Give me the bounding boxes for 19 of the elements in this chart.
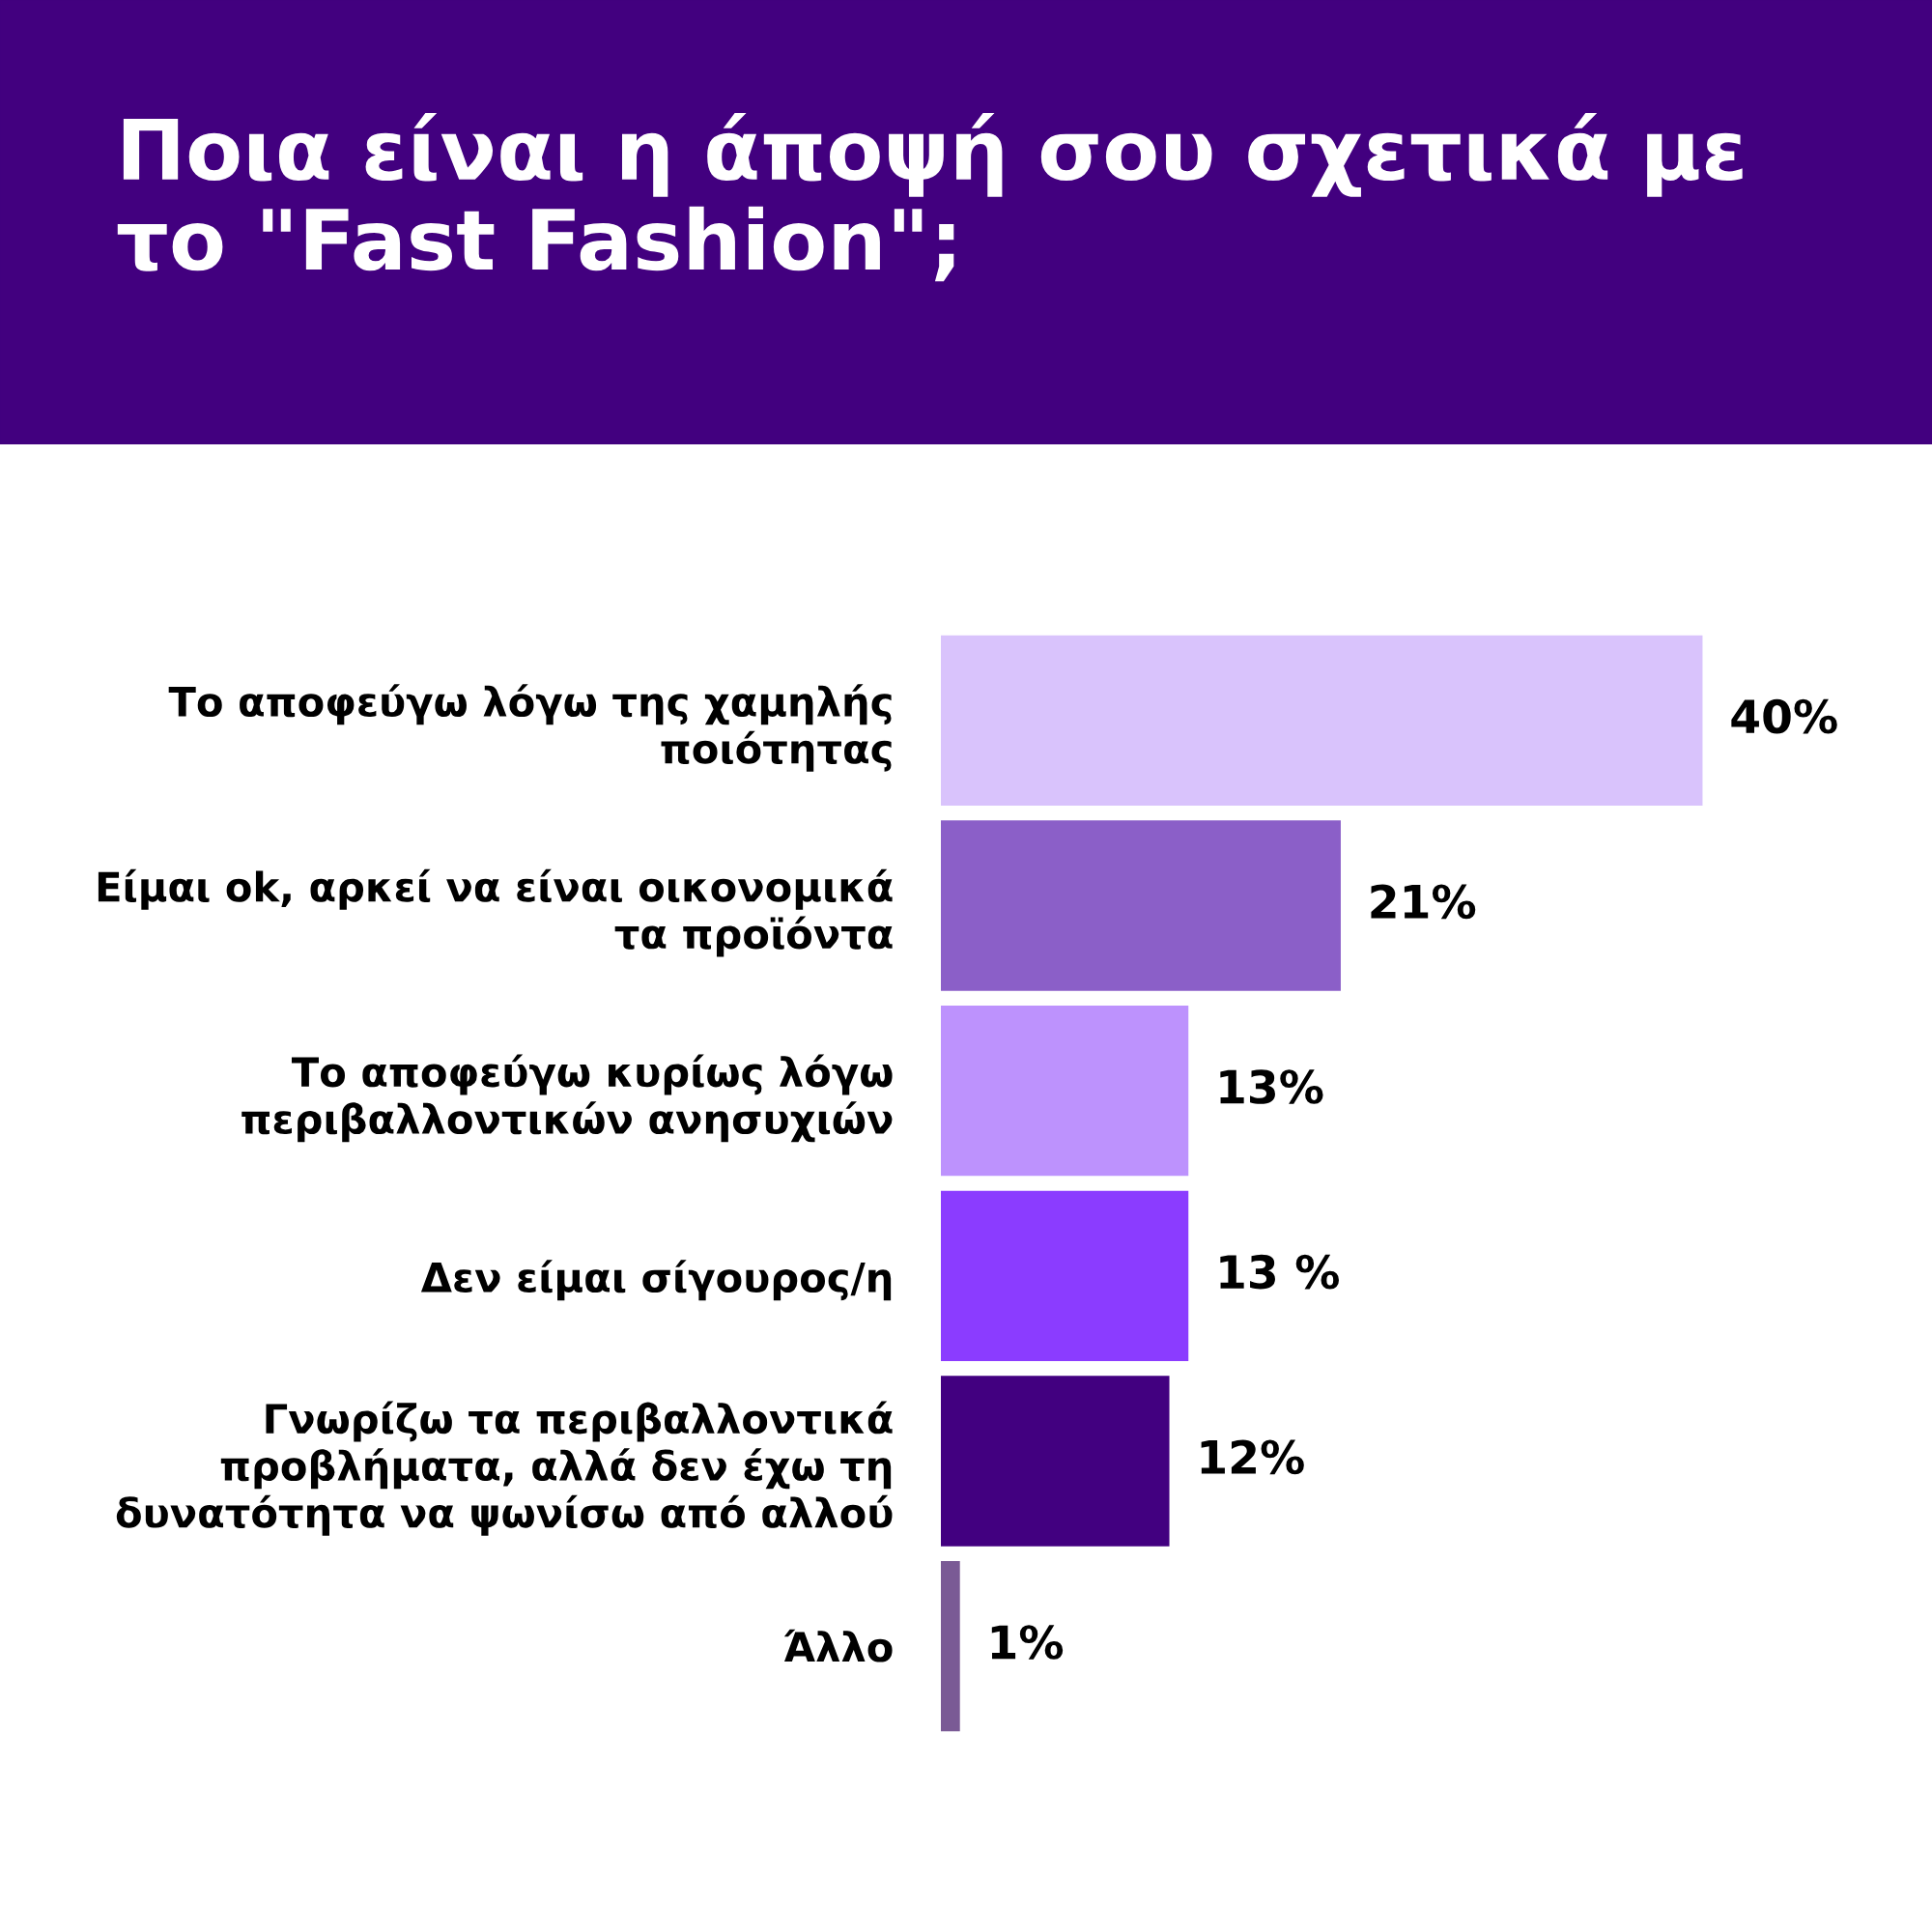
data-label: 13%: [1220, 1069, 1323, 1104]
y-tick-label: Γνωρίζω τα περιβαλλοντικά προβλήματα, αλλά δεν έχω τη δυνατότητα να ψωνίσω από αλλού: [116, 1401, 893, 1536]
bar: [941, 1190, 1189, 1361]
bar: [941, 635, 1703, 806]
bar: [941, 820, 1341, 991]
y-tick-label: Το αποφεύγω λόγω της χαμηλής ποιότητας: [168, 684, 892, 772]
data-label: 1%: [991, 1625, 1064, 1660]
y-tick-label: Δεν είμαι σίγουρος/η: [420, 1260, 892, 1301]
data-label: 12%: [1201, 1439, 1304, 1475]
y-tick-label: Άλλο: [783, 1629, 893, 1662]
data-label: 13 %: [1220, 1254, 1339, 1290]
data-label: 21%: [1371, 884, 1476, 920]
bar: [941, 1376, 1170, 1547]
chart-title: Ποια είναι η άποψή σου σχετικά με το "Fast Fashion";: [117, 112, 1743, 282]
data-label: 40%: [1731, 698, 1837, 734]
y-tick-label: Είμαι ok, αρκεί να είναι οικονομικά τα προϊόντα: [98, 868, 893, 957]
bar: [941, 1561, 960, 1732]
y-tick-label: Το αποφεύγω κυρίως λόγω περιβαλλοντικών ανησυχιών: [242, 1054, 893, 1143]
bar: [941, 1006, 1189, 1177]
